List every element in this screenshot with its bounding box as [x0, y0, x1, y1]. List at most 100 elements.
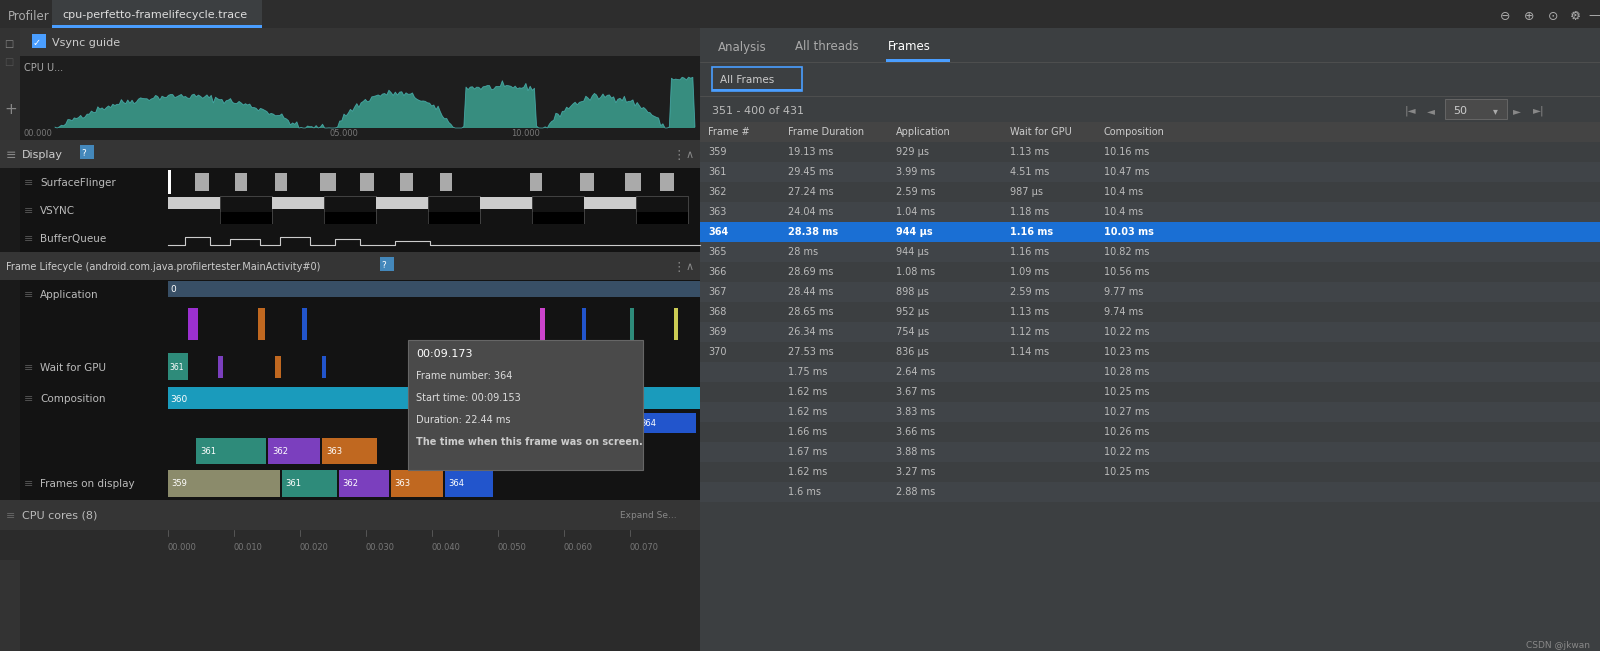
Text: 10.000: 10.000 [510, 128, 539, 137]
Text: ≡: ≡ [24, 290, 34, 300]
Bar [701, 28, 1600, 651]
Text: ≡: ≡ [24, 479, 34, 489]
Text: ?: ? [82, 148, 86, 158]
Bar [701, 28, 1600, 62]
Text: ✓: ✓ [34, 38, 42, 48]
Text: □: □ [3, 57, 13, 67]
Bar [400, 173, 413, 191]
Text: 1.04 ms: 1.04 ms [896, 207, 934, 217]
Text: Frames on display: Frames on display [40, 479, 134, 489]
Bar [701, 142, 1600, 162]
Bar [480, 197, 531, 209]
Text: 362: 362 [342, 480, 358, 488]
Text: Composition: Composition [1104, 127, 1165, 137]
Text: 3.83 ms: 3.83 ms [896, 407, 934, 417]
Text: 24.04 ms: 24.04 ms [787, 207, 834, 217]
Text: ≡: ≡ [6, 148, 16, 161]
Text: 370: 370 [707, 347, 726, 357]
Bar [531, 196, 584, 224]
Bar [0, 384, 701, 412]
Bar [381, 257, 394, 271]
Text: Frames: Frames [888, 40, 931, 53]
Text: Application: Application [40, 290, 99, 300]
Text: The time when this frame was on screen.: The time when this frame was on screen. [416, 437, 643, 447]
Text: ∧: ∧ [686, 262, 694, 272]
Text: 1.16 ms: 1.16 ms [1010, 227, 1053, 237]
Text: CPU cores (8): CPU cores (8) [22, 511, 98, 521]
Text: +: + [3, 102, 16, 117]
Bar [19, 384, 701, 412]
Text: cpu-perfetto-framelifecycle.trace: cpu-perfetto-framelifecycle.trace [62, 10, 246, 20]
Bar [701, 442, 1600, 462]
Text: VSYNC: VSYNC [40, 206, 75, 216]
Text: Vsync guide: Vsync guide [51, 38, 120, 48]
Text: 10.26 ms: 10.26 ms [1104, 427, 1149, 437]
Bar [509, 356, 514, 378]
Text: 0: 0 [170, 286, 176, 294]
Bar [0, 168, 701, 196]
Text: 1.16 ms: 1.16 ms [1010, 247, 1050, 257]
Text: 00.030: 00.030 [366, 544, 395, 553]
Bar [701, 382, 1600, 402]
Bar [302, 308, 307, 340]
Bar [168, 197, 221, 209]
Text: Frame Lifecycle (android.com.java.profilertester.MainActivity#0): Frame Lifecycle (android.com.java.profil… [6, 262, 320, 272]
Text: 10.47 ms: 10.47 ms [1104, 167, 1149, 177]
Bar [339, 470, 389, 497]
Text: ►: ► [1514, 106, 1522, 116]
Text: 00.060: 00.060 [563, 544, 594, 553]
Bar [531, 212, 584, 224]
Text: ⊖: ⊖ [1501, 10, 1510, 23]
Bar [235, 173, 246, 191]
Bar [0, 28, 701, 651]
Text: 362: 362 [707, 187, 726, 197]
Text: ≡: ≡ [24, 178, 34, 188]
Text: 3.99 ms: 3.99 ms [896, 167, 934, 177]
Text: 19.13 ms: 19.13 ms [787, 147, 834, 157]
Bar [168, 170, 171, 194]
Text: ▾: ▾ [1493, 106, 1498, 116]
Bar [221, 196, 272, 224]
Text: 368: 368 [707, 307, 726, 317]
Text: CSDN @jkwan: CSDN @jkwan [1526, 641, 1590, 650]
Bar [712, 67, 802, 91]
Text: 351 - 400 of 431: 351 - 400 of 431 [712, 106, 805, 116]
Text: 10.22 ms: 10.22 ms [1104, 327, 1149, 337]
Text: 836 μs: 836 μs [896, 347, 930, 357]
Bar [376, 197, 429, 209]
Bar [582, 308, 586, 340]
Text: 26.34 ms: 26.34 ms [787, 327, 834, 337]
Text: Analysis: Analysis [718, 40, 766, 53]
Text: Start time: 00:09.153: Start time: 00:09.153 [416, 393, 520, 403]
Text: SurfaceFlinger: SurfaceFlinger [40, 178, 115, 188]
Text: All threads: All threads [795, 40, 859, 53]
Text: 1.09 ms: 1.09 ms [1010, 267, 1050, 277]
Text: ≡: ≡ [6, 511, 16, 521]
Bar [269, 438, 320, 464]
Text: 944 μs: 944 μs [896, 247, 930, 257]
Bar [51, 25, 262, 28]
Text: 00.050: 00.050 [498, 544, 526, 553]
Bar [0, 412, 701, 468]
Bar [0, 140, 701, 168]
Text: 363: 363 [707, 207, 726, 217]
Bar [168, 470, 280, 497]
Bar [168, 353, 189, 380]
Text: 10.4 ms: 10.4 ms [1104, 207, 1142, 217]
Bar [445, 470, 493, 497]
Bar [320, 173, 336, 191]
Bar [0, 196, 701, 224]
Bar [701, 222, 1600, 242]
Text: 10.22 ms: 10.22 ms [1104, 447, 1149, 457]
Text: 28.65 ms: 28.65 ms [787, 307, 834, 317]
Text: □: □ [3, 39, 13, 49]
Bar [886, 59, 950, 62]
Text: 360: 360 [170, 395, 187, 404]
Text: 2.88 ms: 2.88 ms [896, 487, 936, 497]
Text: 367: 367 [707, 287, 726, 297]
Text: ≡: ≡ [24, 363, 34, 373]
Bar [408, 340, 643, 470]
Text: All Frames: All Frames [720, 75, 774, 85]
Bar [712, 89, 802, 91]
Bar [701, 462, 1600, 482]
